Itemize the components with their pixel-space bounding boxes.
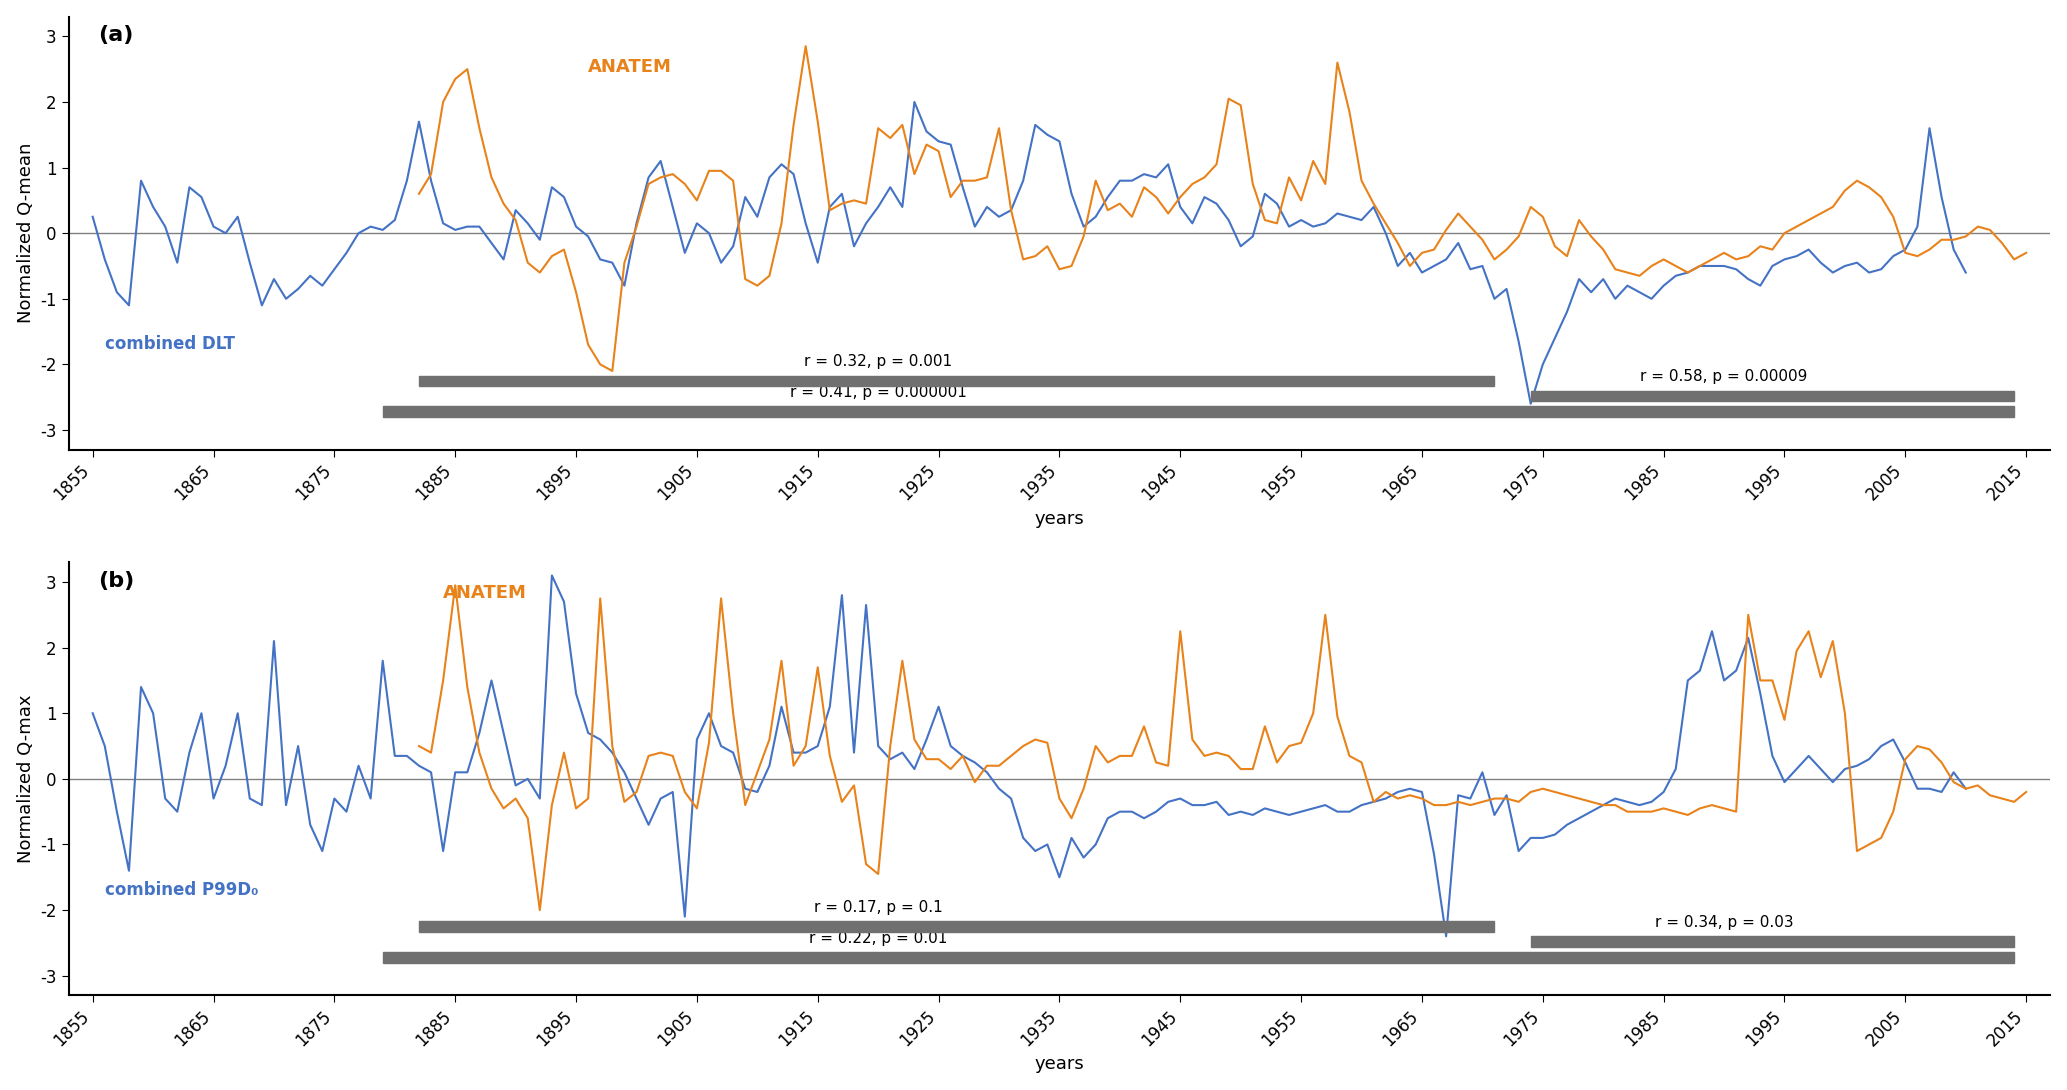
Bar: [1532, 936, 2013, 947]
Bar: [420, 921, 1494, 932]
Text: (b): (b): [99, 571, 134, 591]
Text: r = 0.41, p = 0.000001: r = 0.41, p = 0.000001: [790, 385, 967, 400]
Bar: [382, 952, 2013, 962]
Text: r = 0.58, p = 0.00009: r = 0.58, p = 0.00009: [1641, 370, 1809, 384]
Y-axis label: Normalized Q-mean: Normalized Q-mean: [17, 143, 35, 324]
Text: r = 0.34, p = 0.03: r = 0.34, p = 0.03: [1656, 915, 1794, 930]
X-axis label: years: years: [1036, 510, 1085, 528]
X-axis label: years: years: [1036, 1055, 1085, 1074]
Text: combined P99D₀: combined P99D₀: [105, 881, 258, 898]
Text: combined DLT: combined DLT: [105, 335, 236, 353]
Text: r = 0.32, p = 0.001: r = 0.32, p = 0.001: [804, 354, 953, 370]
Text: ANATEM: ANATEM: [589, 59, 672, 76]
Text: r = 0.22, p = 0.01: r = 0.22, p = 0.01: [808, 931, 947, 945]
Text: ANATEM: ANATEM: [442, 584, 527, 603]
Bar: [420, 376, 1494, 386]
Bar: [382, 407, 2013, 416]
Text: r = 0.17, p = 0.1: r = 0.17, p = 0.1: [814, 899, 943, 915]
Y-axis label: Normalized Q-max: Normalized Q-max: [17, 694, 35, 863]
Bar: [1532, 390, 2013, 401]
Text: (a): (a): [99, 25, 134, 46]
